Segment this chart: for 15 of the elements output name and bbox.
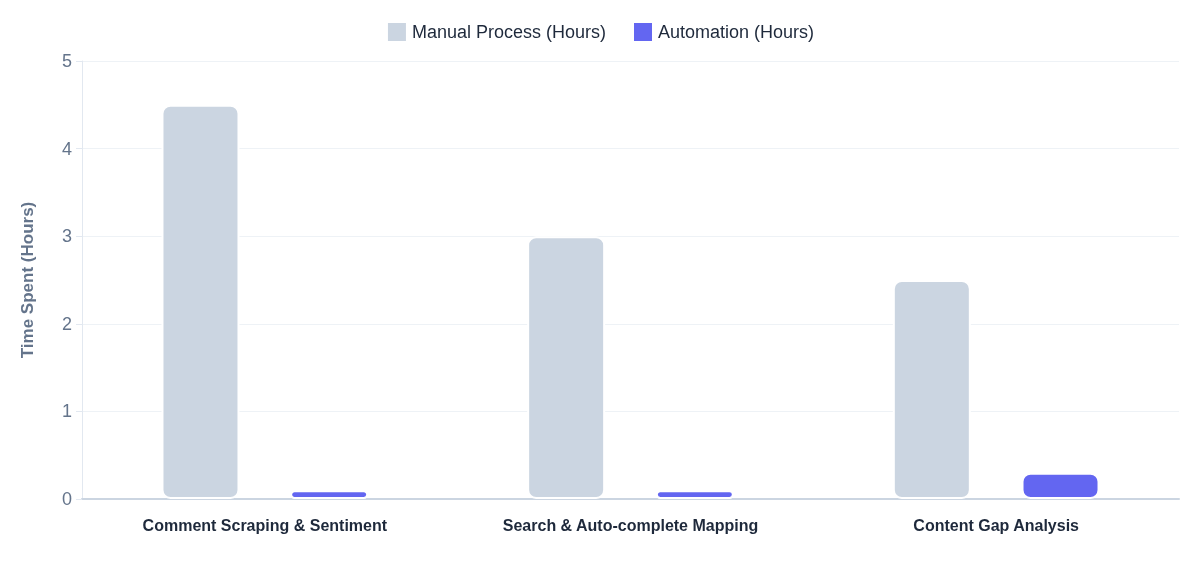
- y-tick-label: 0: [61, 489, 72, 509]
- bar: [290, 490, 369, 499]
- y-axis-title: Time Spent (Hours): [18, 201, 37, 359]
- x-tick-label: Content Gap Analysis: [913, 516, 1080, 534]
- y-tick-label: 1: [61, 401, 72, 422]
- y-tick-label: 3: [61, 226, 72, 247]
- y-tick-label: 4: [61, 138, 72, 159]
- bar: [655, 490, 734, 499]
- y-tick-label: 2: [61, 313, 72, 334]
- y-tick-label: 5: [61, 51, 72, 71]
- x-tick-label: Comment Scraping & Sentiment: [142, 516, 388, 534]
- bar: [1021, 472, 1100, 499]
- legend-label: Manual Process (Hours): [411, 22, 606, 42]
- legend-label: Automation (Hours): [658, 22, 815, 42]
- x-tick-label: Search & Auto-complete Mapping: [502, 516, 759, 534]
